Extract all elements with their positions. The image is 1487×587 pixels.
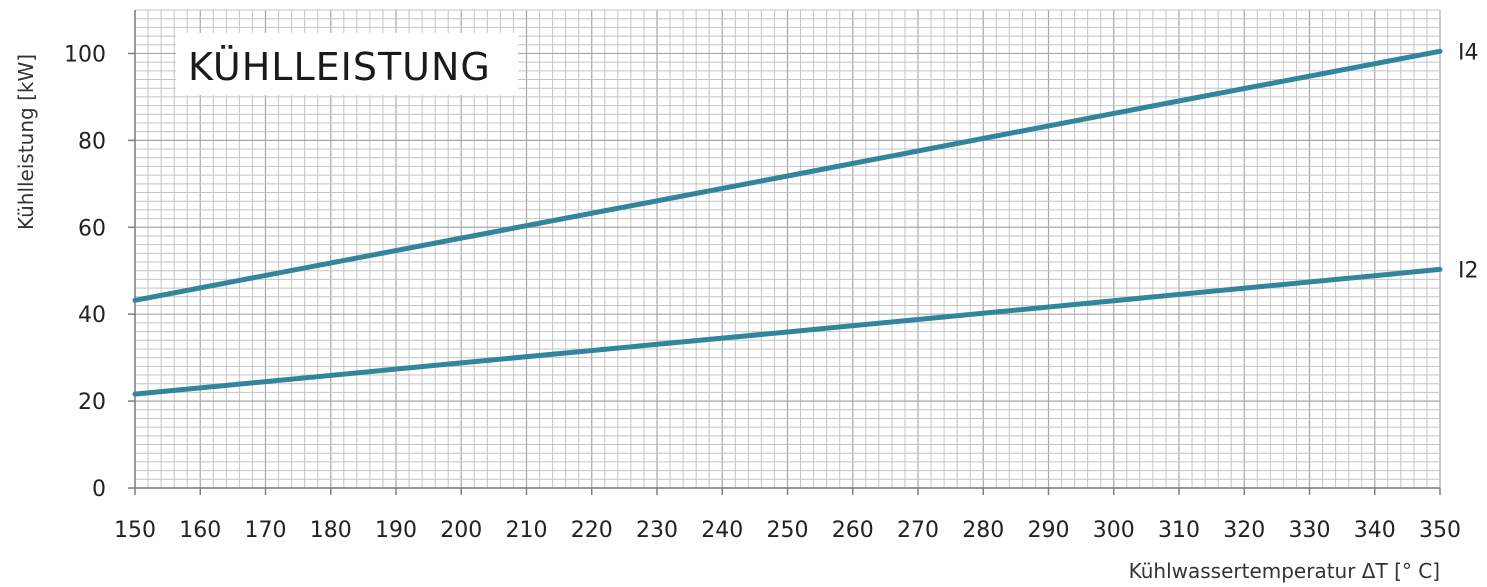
y-tick-label: 0 <box>92 477 106 502</box>
chart-title: KÜHLLEISTUNG <box>188 45 491 89</box>
series-label-i4: I4 <box>1458 40 1479 65</box>
x-tick-label: 280 <box>962 518 1004 543</box>
x-tick-label: 270 <box>897 518 939 543</box>
y-tick-label: 80 <box>78 129 106 154</box>
x-tick-label: 300 <box>1093 518 1135 543</box>
x-tick-label: 160 <box>179 518 221 543</box>
x-tick-label: 250 <box>767 518 809 543</box>
x-tick-label: 150 <box>114 518 156 543</box>
y-tick-label: 100 <box>64 42 106 67</box>
x-axis-title: Kühlwassertemperatur ΔT [° C] <box>1129 559 1440 583</box>
y-tick-label: 20 <box>78 390 106 415</box>
x-tick-label: 260 <box>832 518 874 543</box>
x-tick-label: 220 <box>571 518 613 543</box>
x-tick-label: 290 <box>1028 518 1070 543</box>
y-tick-label: 60 <box>78 216 106 241</box>
title-box: KÜHLLEISTUNG <box>176 33 518 95</box>
series-label-i2: I2 <box>1458 258 1479 283</box>
x-tick-label: 170 <box>245 518 287 543</box>
y-axis-title: Kühlleistung [kW] <box>14 54 38 230</box>
x-tick-label: 320 <box>1223 518 1265 543</box>
y-tick-label: 40 <box>78 303 106 328</box>
x-tick-label: 180 <box>310 518 352 543</box>
x-tick-label: 230 <box>636 518 678 543</box>
x-tick-label: 200 <box>440 518 482 543</box>
x-tick-label: 240 <box>701 518 743 543</box>
x-tick-label: 310 <box>1158 518 1200 543</box>
x-tick-label: 340 <box>1354 518 1396 543</box>
x-tick-label: 330 <box>1289 518 1331 543</box>
x-tick-label: 350 <box>1419 518 1461 543</box>
x-tick-label: 190 <box>375 518 417 543</box>
x-tick-label: 210 <box>506 518 548 543</box>
